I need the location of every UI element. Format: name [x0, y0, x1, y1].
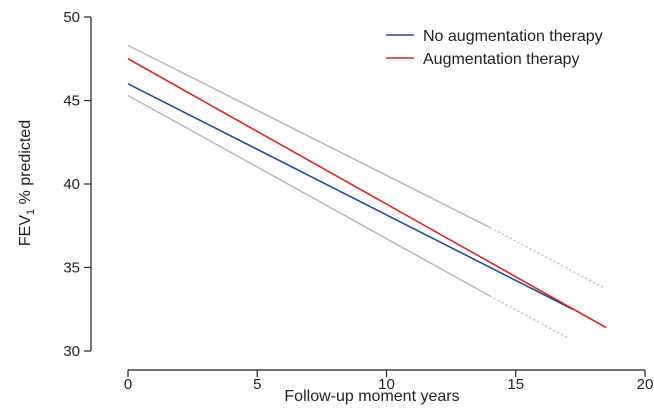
x-tick-label: 10 [378, 376, 395, 393]
confidence-bound-lower-dotted [489, 295, 568, 339]
y-axis-title-main: FEV [17, 215, 34, 246]
confidence-bound-upper-solid [127, 44, 491, 229]
x-axis-title: Follow-up moment years [284, 388, 459, 405]
series-line-augmentation [127, 58, 607, 329]
legend-label-no-augmentation: No augmentation therapy [423, 28, 603, 45]
y-tick-label: 50 [63, 9, 80, 26]
x-tick-label: 20 [637, 376, 654, 393]
x-axis-ticks: 0 5 10 15 20 [124, 370, 654, 393]
y-tick-label: 35 [63, 260, 80, 277]
y-axis-title-subscript: 1 [25, 209, 37, 215]
legend: No augmentation therapy Augmentation the… [386, 28, 603, 68]
y-axis-title: FEV1 % predicted [17, 120, 37, 246]
y-tick-label: 30 [63, 343, 80, 360]
y-tick-label: 45 [63, 93, 80, 110]
y-axis-title-rest: % predicted [17, 120, 34, 209]
y-tick-label: 40 [63, 176, 80, 193]
series-lines [127, 58, 607, 329]
confidence-bound-upper-dotted [489, 226, 604, 289]
y-axis-ticks: 30 35 40 45 50 [63, 9, 91, 360]
confidence-bound-lower-solid [127, 94, 491, 297]
x-tick-label: 5 [253, 376, 261, 393]
x-tick-label: 15 [507, 376, 524, 393]
confidence-bounds [127, 44, 604, 339]
x-tick-label: 0 [124, 376, 132, 393]
series-line-no-augmentation [127, 83, 573, 310]
legend-label-augmentation: Augmentation therapy [423, 51, 580, 68]
